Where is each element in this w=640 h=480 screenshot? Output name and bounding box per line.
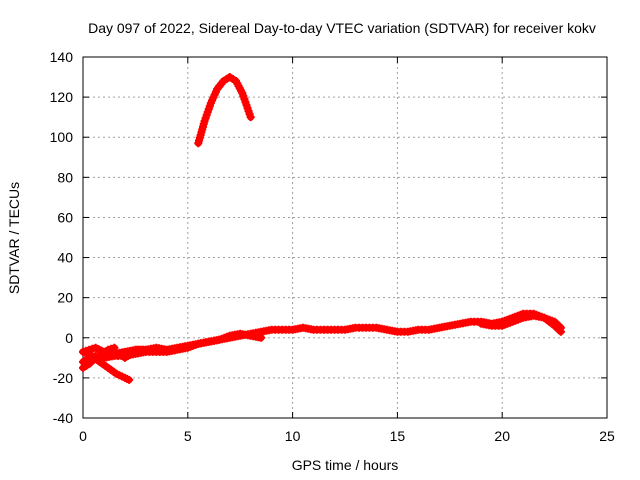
- data-point: [556, 327, 565, 336]
- y-tick-label: -20: [53, 370, 73, 386]
- x-axis-label: GPS time / hours: [292, 457, 399, 473]
- y-tick-label: 40: [57, 250, 73, 266]
- series-arc-short: [120, 345, 150, 362]
- series-arc-peak: [194, 73, 255, 148]
- x-tick-label: 0: [79, 428, 87, 444]
- y-tick-label: 20: [57, 290, 73, 306]
- x-tick-label: 25: [599, 428, 615, 444]
- data-point: [257, 333, 266, 342]
- y-tick-label: 60: [57, 209, 73, 225]
- y-tick-label: -40: [53, 410, 73, 426]
- axis-ticks: 0 5 10 15 20 25 -40 -20 0 20 40 60 80 100 120 140: [50, 49, 615, 444]
- y-tick-label: 120: [50, 89, 74, 105]
- x-tick-label: 5: [184, 428, 192, 444]
- x-tick-label: 10: [285, 428, 301, 444]
- data-point: [246, 113, 255, 122]
- data-layer: [79, 73, 565, 384]
- y-axis-label: SDTVAR / TECUs: [6, 182, 22, 294]
- x-tick-label: 20: [494, 428, 510, 444]
- data-point: [125, 375, 134, 384]
- series-line: [194, 73, 255, 147]
- series-arc-dip: [79, 347, 134, 384]
- x-tick-label: 15: [390, 428, 406, 444]
- chart-title: Day 097 of 2022, Sidereal Day-to-day VTE…: [88, 20, 596, 36]
- series-arc-early: [79, 343, 119, 372]
- grid: [83, 57, 607, 418]
- data-point: [141, 345, 150, 354]
- y-tick-label: 0: [65, 330, 73, 346]
- y-tick-label: 100: [50, 129, 74, 145]
- data-point: [110, 343, 119, 352]
- y-tick-label: 80: [57, 169, 73, 185]
- plot-frame: [82, 56, 608, 419]
- y-tick-label: 140: [50, 49, 74, 65]
- series-arc-late: [477, 311, 565, 336]
